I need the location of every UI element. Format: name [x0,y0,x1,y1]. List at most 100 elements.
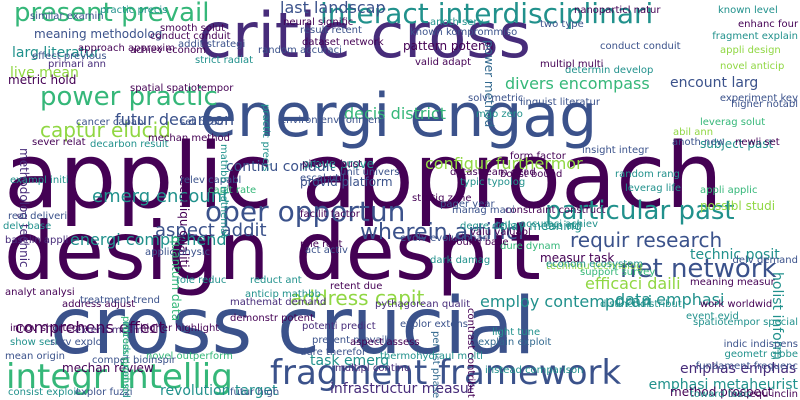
cloud-word: aspect [155,220,215,241]
cloud-word: facilit [300,209,328,220]
cloud-word: random [258,45,297,56]
cloud-word: potenti [302,321,338,332]
cloud-word: practic [260,104,271,139]
cloud-word: infrastructur [330,381,418,397]
cloud-phrase: infrastructur measur [330,382,474,396]
cloud-phrase: design despit [4,212,541,292]
cloud-word: reduc [198,275,227,286]
cloud-word: evid [717,311,739,322]
cloud-phrase: random rang [615,170,680,180]
cloud-word: accuraci [299,45,342,56]
cloud-word: reduct [250,275,283,286]
cloud-phrase: captur elucid [40,120,171,140]
cloud-word: environ [280,115,318,126]
cloud-word: econom [166,45,206,56]
cloud-word: therefor [325,347,367,358]
cloud-phrase: explor fuzzi [75,388,133,398]
cloud-word: interact [320,0,429,30]
cloud-word: leverag [700,117,738,128]
cloud-word: nanoparticl [574,5,631,16]
cloud-word: dark [430,255,453,266]
cloud-word: opportun [277,195,406,228]
cloud-phrase: anticip mathbb [245,290,321,300]
cloud-word: meaning [34,27,87,41]
cloud-word: power [40,82,121,112]
cloud-word: comprehens [15,318,114,337]
cloud-phrase: constraint construct [505,206,606,216]
cloud-phrase: divers encompass [505,76,650,92]
cloud-word: rout [322,239,343,250]
cloud-word: prove [339,157,375,171]
cloud-word: analyt [5,287,37,298]
cloud-phrase: retent due [330,282,382,292]
cloud-word: posit [745,247,780,263]
cloud-word: stratig [412,193,445,204]
cloud-phrase: datastream dead [450,168,536,178]
cloud-word: metric [491,93,524,104]
cloud-word: dead [510,167,536,178]
cloud-word: extens [75,325,109,336]
cloud-word: requir [570,228,630,252]
cloud-word: artifici [454,220,524,245]
cloud-word: measur [421,381,475,397]
cloud-word: typolog [487,177,526,188]
cloud-phrase: novel anticip [720,62,784,72]
cloud-word: achiev [565,219,598,230]
cloud-phrase: persist phase [430,331,441,398]
cloud-word: intellig [117,357,233,397]
cloud-word: produc [120,357,131,393]
cloud-word: power [482,40,496,78]
cloud-word: mathbb [281,289,321,300]
cloud-phrase: real deliveri [8,212,67,222]
cloud-phrase: mgo zero [476,110,523,120]
cloud-word: relev [180,175,205,186]
cloud-word: result [140,139,169,150]
cloud-phrase: enhanc four [738,20,798,30]
cloud-word: evolutionari [430,233,490,244]
cloud-word: experiment [719,93,778,104]
cloud-phrase: dataset network [302,38,384,48]
cloud-word: accuraci [520,219,562,230]
cloud-word: rang [656,169,680,180]
cloud-word: datastream [450,167,508,178]
cloud-word: novel [720,61,748,72]
cloud-phrase: strict radiat [195,56,253,66]
cloud-word: subject [700,137,744,151]
cloud-word: develop [613,65,654,76]
cloud-word: approach [301,124,723,229]
cloud-phrase: act activ [305,246,348,256]
cloud-word: retent [331,25,362,36]
cloud-word: cancer [76,117,110,128]
cloud-word: emerg [92,186,151,207]
cloud-word: strict [195,55,221,66]
cloud-word: deliveri [30,211,68,222]
cloud-phrase: analyt analysi [5,288,75,298]
cloud-word: ann [87,59,106,70]
cloud-word: crucial [277,282,536,372]
cloud-word: base [484,237,509,248]
cloud-word: last [280,0,309,17]
cloud-phrase: insight integr [582,146,649,156]
cloud-word: conduit [193,31,231,42]
cloud-phrase: energi comprehend [70,232,227,248]
cloud-word: conduit [643,41,681,52]
cloud-phrase: valid adapt [415,58,471,68]
cloud-phrase: toward toxic [690,390,752,400]
cloud-phrase: manag mani [452,206,515,216]
cloud-phrase: achiev econom [130,46,206,56]
cloud-word: insight [582,145,616,156]
cloud-word: evolv [400,233,427,244]
cloud-phrase: dark damag [430,256,490,266]
cloud-phrase: multipl multi [540,60,603,70]
cloud-word: retent [330,281,361,292]
cloud-word: methodolog [90,27,163,41]
cloud-phrase: spatiotempor special [693,318,798,328]
cloud-phrase: method prospect [670,386,772,398]
cloud-word: hold [50,73,77,87]
cloud-phrase: novel outperform [146,352,233,362]
cloud-phrase: support survey [580,268,655,278]
cloud-word: framework [438,353,622,393]
cloud-phrase: futur high [230,388,279,398]
cloud-word: multipl [335,363,370,374]
cloud-word: studi [745,199,776,213]
